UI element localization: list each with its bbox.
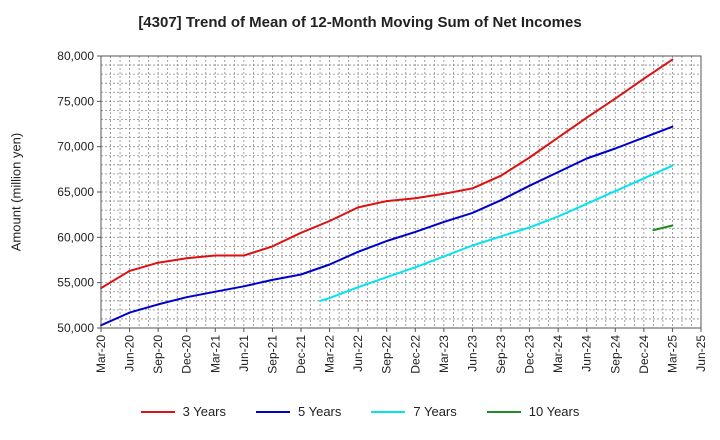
x-tick-label: Sep-24: [608, 335, 622, 374]
x-tick-label: Mar-25: [665, 335, 679, 373]
legend-item-7-years: 7 Years: [371, 404, 457, 419]
x-tick-label: Jun-24: [580, 335, 594, 372]
x-tick-label: Jun-21: [237, 335, 251, 372]
series-line-7-years: [319, 164, 674, 302]
x-tick-label: Dec-21: [294, 335, 308, 374]
y-tick-label: 70,000: [57, 140, 94, 154]
series-line-10-years: [652, 224, 674, 232]
x-tick-label: Mar-24: [551, 335, 565, 373]
x-tick-label: Mar-23: [437, 335, 451, 373]
legend-label: 5 Years: [298, 404, 342, 419]
x-tick-label: Jun-25: [694, 335, 708, 372]
legend: 3 Years 5 Years 7 Years 10 Years: [0, 404, 720, 419]
line-chart: 50,000 55,000 60,000 65,000 70,000 75,000 80,0…: [57, 49, 708, 374]
x-tick-label: Jun-23: [465, 335, 479, 372]
legend-item-3-years: 3 Years: [140, 404, 226, 419]
x-tick-label: Dec-23: [523, 335, 537, 374]
series-line-3-years: [100, 58, 674, 290]
y-tick-label: 75,000: [57, 94, 94, 108]
x-tick-label: Jun-20: [123, 335, 137, 372]
legend-label: 10 Years: [528, 404, 580, 419]
x-tick-label: Sep-21: [265, 335, 279, 374]
x-tick-label: Sep-20: [151, 335, 165, 374]
legend-item-5-years: 5 Years: [256, 404, 341, 419]
series-layer: [100, 58, 674, 327]
x-tick-label: Dec-20: [180, 335, 194, 374]
y-tick-label: 80,000: [57, 49, 94, 63]
y-tick-label: 55,000: [57, 276, 94, 290]
y-tick-label: 60,000: [57, 230, 94, 244]
series-line-5-years: [100, 125, 674, 327]
x-tick-label: Mar-22: [323, 335, 337, 373]
legend-label: 3 Years: [182, 404, 226, 419]
grid-lines: [101, 56, 701, 328]
y-tick-label: 50,000: [57, 321, 94, 335]
chart-title: [4307] Trend of Mean of 12-Month Moving …: [138, 14, 582, 31]
legend-swatch: [486, 410, 521, 413]
y-axis: 50,000 55,000 60,000 65,000 70,000 75,000 80,0…: [57, 49, 101, 335]
y-tick-label: 65,000: [57, 185, 94, 199]
x-tick-label: Dec-22: [408, 335, 422, 374]
x-axis: Mar-20 Jun-20 Sep-20 Dec-20 Mar-21 Jun-21 Sep-…: [94, 328, 708, 374]
legend-swatch: [256, 410, 290, 413]
x-tick-label: Dec-24: [637, 335, 651, 374]
x-tick-label: Mar-21: [208, 335, 222, 373]
legend-item-10-years: 10 Years: [486, 404, 580, 419]
legend-swatch: [140, 410, 175, 413]
x-tick-label: Mar-20: [94, 335, 108, 373]
x-tick-label: Jun-22: [351, 335, 365, 372]
x-tick-label: Sep-22: [380, 335, 394, 374]
legend-swatch: [371, 410, 406, 413]
x-tick-label: Sep-23: [494, 335, 508, 374]
legend-label: 7 Years: [413, 404, 457, 419]
